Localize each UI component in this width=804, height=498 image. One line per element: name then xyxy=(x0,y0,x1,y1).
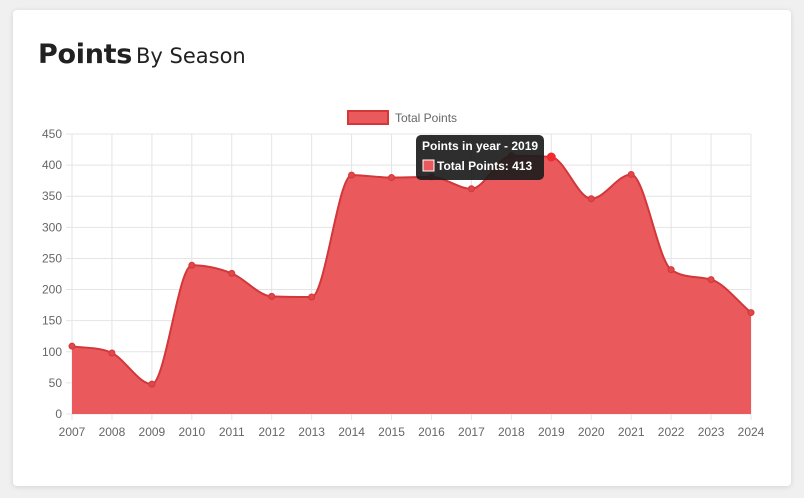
x-tick-label: 2023 xyxy=(698,425,725,439)
data-point[interactable] xyxy=(587,195,595,203)
x-tick-label: 2021 xyxy=(618,425,645,439)
tooltip: Points in year - 2019 Total Points: 413 xyxy=(416,135,544,180)
data-point[interactable] xyxy=(546,152,556,162)
x-tick-label: 2019 xyxy=(538,425,565,439)
x-tick-label: 2012 xyxy=(258,425,285,439)
title-sub: By Season xyxy=(136,44,246,68)
x-tick-label: 2016 xyxy=(418,425,445,439)
data-point[interactable] xyxy=(148,380,156,388)
x-tick-label: 2010 xyxy=(178,425,205,439)
series-line xyxy=(71,154,752,386)
tooltip-box xyxy=(416,135,544,180)
series-area xyxy=(72,155,751,414)
page-title: Points By Season xyxy=(38,32,246,76)
x-tick-label: 2018 xyxy=(498,425,525,439)
legend-label: Total Points xyxy=(395,111,457,125)
data-point[interactable] xyxy=(627,170,635,178)
x-tick-label: 2020 xyxy=(578,425,605,439)
y-axis-ticks: 0 50 100 150 200 250 300 350 400 450 xyxy=(42,127,62,421)
x-tick-label: 2008 xyxy=(99,425,126,439)
x-tick-label: 2017 xyxy=(458,425,485,439)
data-point[interactable] xyxy=(268,292,276,300)
x-tick-label: 2009 xyxy=(139,425,166,439)
title-main: Points xyxy=(38,39,132,70)
x-tick-label: 2024 xyxy=(738,425,765,439)
x-tick-label: 2015 xyxy=(378,425,405,439)
x-tick-label: 2007 xyxy=(59,425,86,439)
data-point[interactable] xyxy=(667,266,675,274)
data-point[interactable] xyxy=(68,342,76,350)
y-tick-label: 450 xyxy=(42,127,62,141)
data-point[interactable] xyxy=(707,276,715,284)
series-points xyxy=(68,152,755,388)
x-tick-label: 2022 xyxy=(658,425,685,439)
tooltip-label: Total Points: 413 xyxy=(437,159,532,173)
data-point[interactable] xyxy=(108,349,116,357)
y-tick-label: 300 xyxy=(42,220,62,234)
y-tick-label: 100 xyxy=(42,345,62,359)
data-point[interactable] xyxy=(188,261,196,269)
y-tick-label: 200 xyxy=(42,283,62,297)
y-tick-label: 0 xyxy=(55,407,62,421)
legend[interactable]: Total Points xyxy=(347,110,457,125)
x-tick-label: 2011 xyxy=(219,425,245,439)
data-point[interactable] xyxy=(348,171,356,179)
tooltip-swatch xyxy=(422,159,435,172)
x-axis-ticks: 2007 2008 2009 2010 2011 2012 2013 2014 2015 2016… xyxy=(59,425,765,439)
y-tick-label: 400 xyxy=(42,158,62,172)
y-tick-label: 250 xyxy=(42,251,62,265)
data-point[interactable] xyxy=(228,269,236,277)
x-tick-label: 2014 xyxy=(338,425,365,439)
data-point[interactable] xyxy=(467,185,475,193)
x-tick-label: 2013 xyxy=(298,425,325,439)
tooltip-title: Points in year - 2019 xyxy=(422,139,538,153)
y-tick-label: 350 xyxy=(42,189,62,203)
data-point[interactable] xyxy=(747,309,755,317)
legend-swatch xyxy=(347,110,389,125)
data-point[interactable] xyxy=(308,293,316,301)
data-point[interactable] xyxy=(388,174,396,182)
y-tick-label: 50 xyxy=(49,376,63,390)
y-tick-label: 150 xyxy=(42,314,62,328)
